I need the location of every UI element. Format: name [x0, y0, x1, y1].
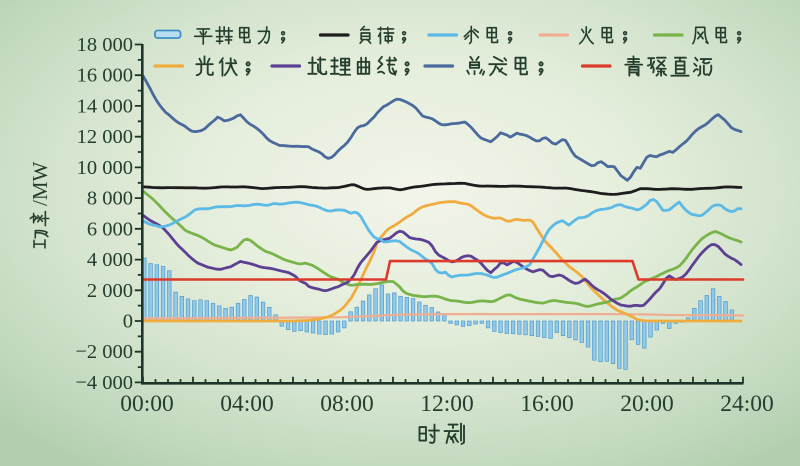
svg-text:08:00: 08:00: [320, 391, 374, 417]
svg-text:4 000: 4 000: [87, 249, 133, 271]
svg-text:18 000: 18 000: [77, 34, 133, 56]
svg-text:8 000: 8 000: [87, 188, 133, 210]
svg-text:−4 000: −4 000: [75, 372, 133, 394]
svg-text:16 000: 16 000: [77, 65, 133, 87]
svg-text:−2 000: −2 000: [75, 341, 133, 363]
svg-text:16:00: 16:00: [520, 391, 574, 417]
svg-text:20:00: 20:00: [620, 391, 674, 417]
svg-text:10 000: 10 000: [77, 157, 133, 179]
svg-text:/MW: /MW: [28, 161, 52, 206]
svg-text:14 000: 14 000: [77, 95, 133, 117]
svg-text:00:00: 00:00: [120, 391, 174, 417]
svg-text:12:00: 12:00: [420, 391, 474, 417]
svg-text:2 000: 2 000: [87, 280, 133, 302]
svg-text:04:00: 04:00: [220, 391, 274, 417]
svg-text:0: 0: [123, 311, 133, 333]
svg-text:24:00: 24:00: [720, 391, 774, 417]
svg-text:6 000: 6 000: [87, 218, 133, 240]
svg-text:12 000: 12 000: [77, 126, 133, 148]
